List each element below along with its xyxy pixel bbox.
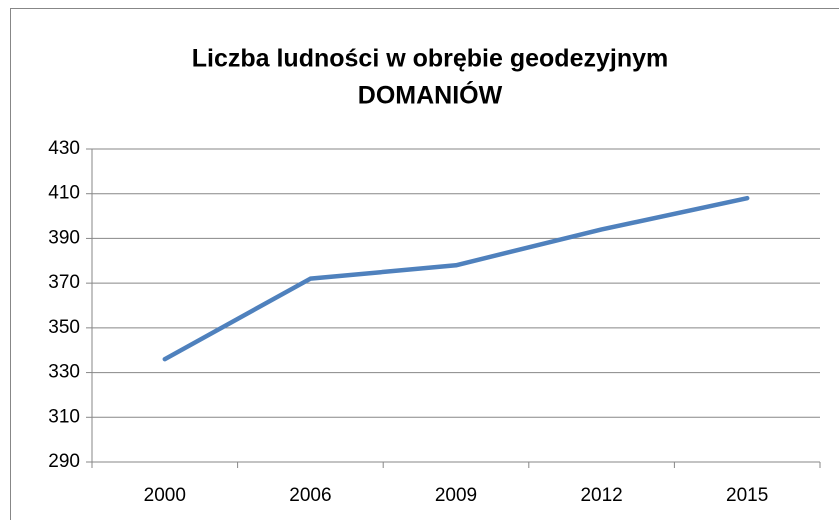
y-tick-label: 350: [48, 317, 80, 338]
line-series: [162, 195, 750, 362]
x-tick-label: 2015: [726, 485, 768, 506]
x-tick-label: 2006: [289, 485, 331, 506]
y-tick-label: 410: [48, 183, 80, 204]
y-tick-label: 290: [48, 451, 80, 472]
chart-title: DOMANIÓW: [358, 80, 503, 110]
chart-title: Liczba ludności w obrębie geodezyjnym: [192, 45, 668, 73]
y-tick-label: 370: [48, 272, 80, 293]
y-tick-label: 390: [48, 227, 80, 248]
y-tick-label: 330: [48, 362, 80, 383]
y-tick-label: 310: [48, 406, 80, 427]
x-tick-label: 2009: [435, 485, 477, 506]
x-tick-label: 2012: [580, 485, 622, 506]
chart-border: [10, 8, 839, 520]
x-tick-label: 2000: [144, 485, 186, 506]
y-tick-label: 430: [48, 138, 80, 159]
